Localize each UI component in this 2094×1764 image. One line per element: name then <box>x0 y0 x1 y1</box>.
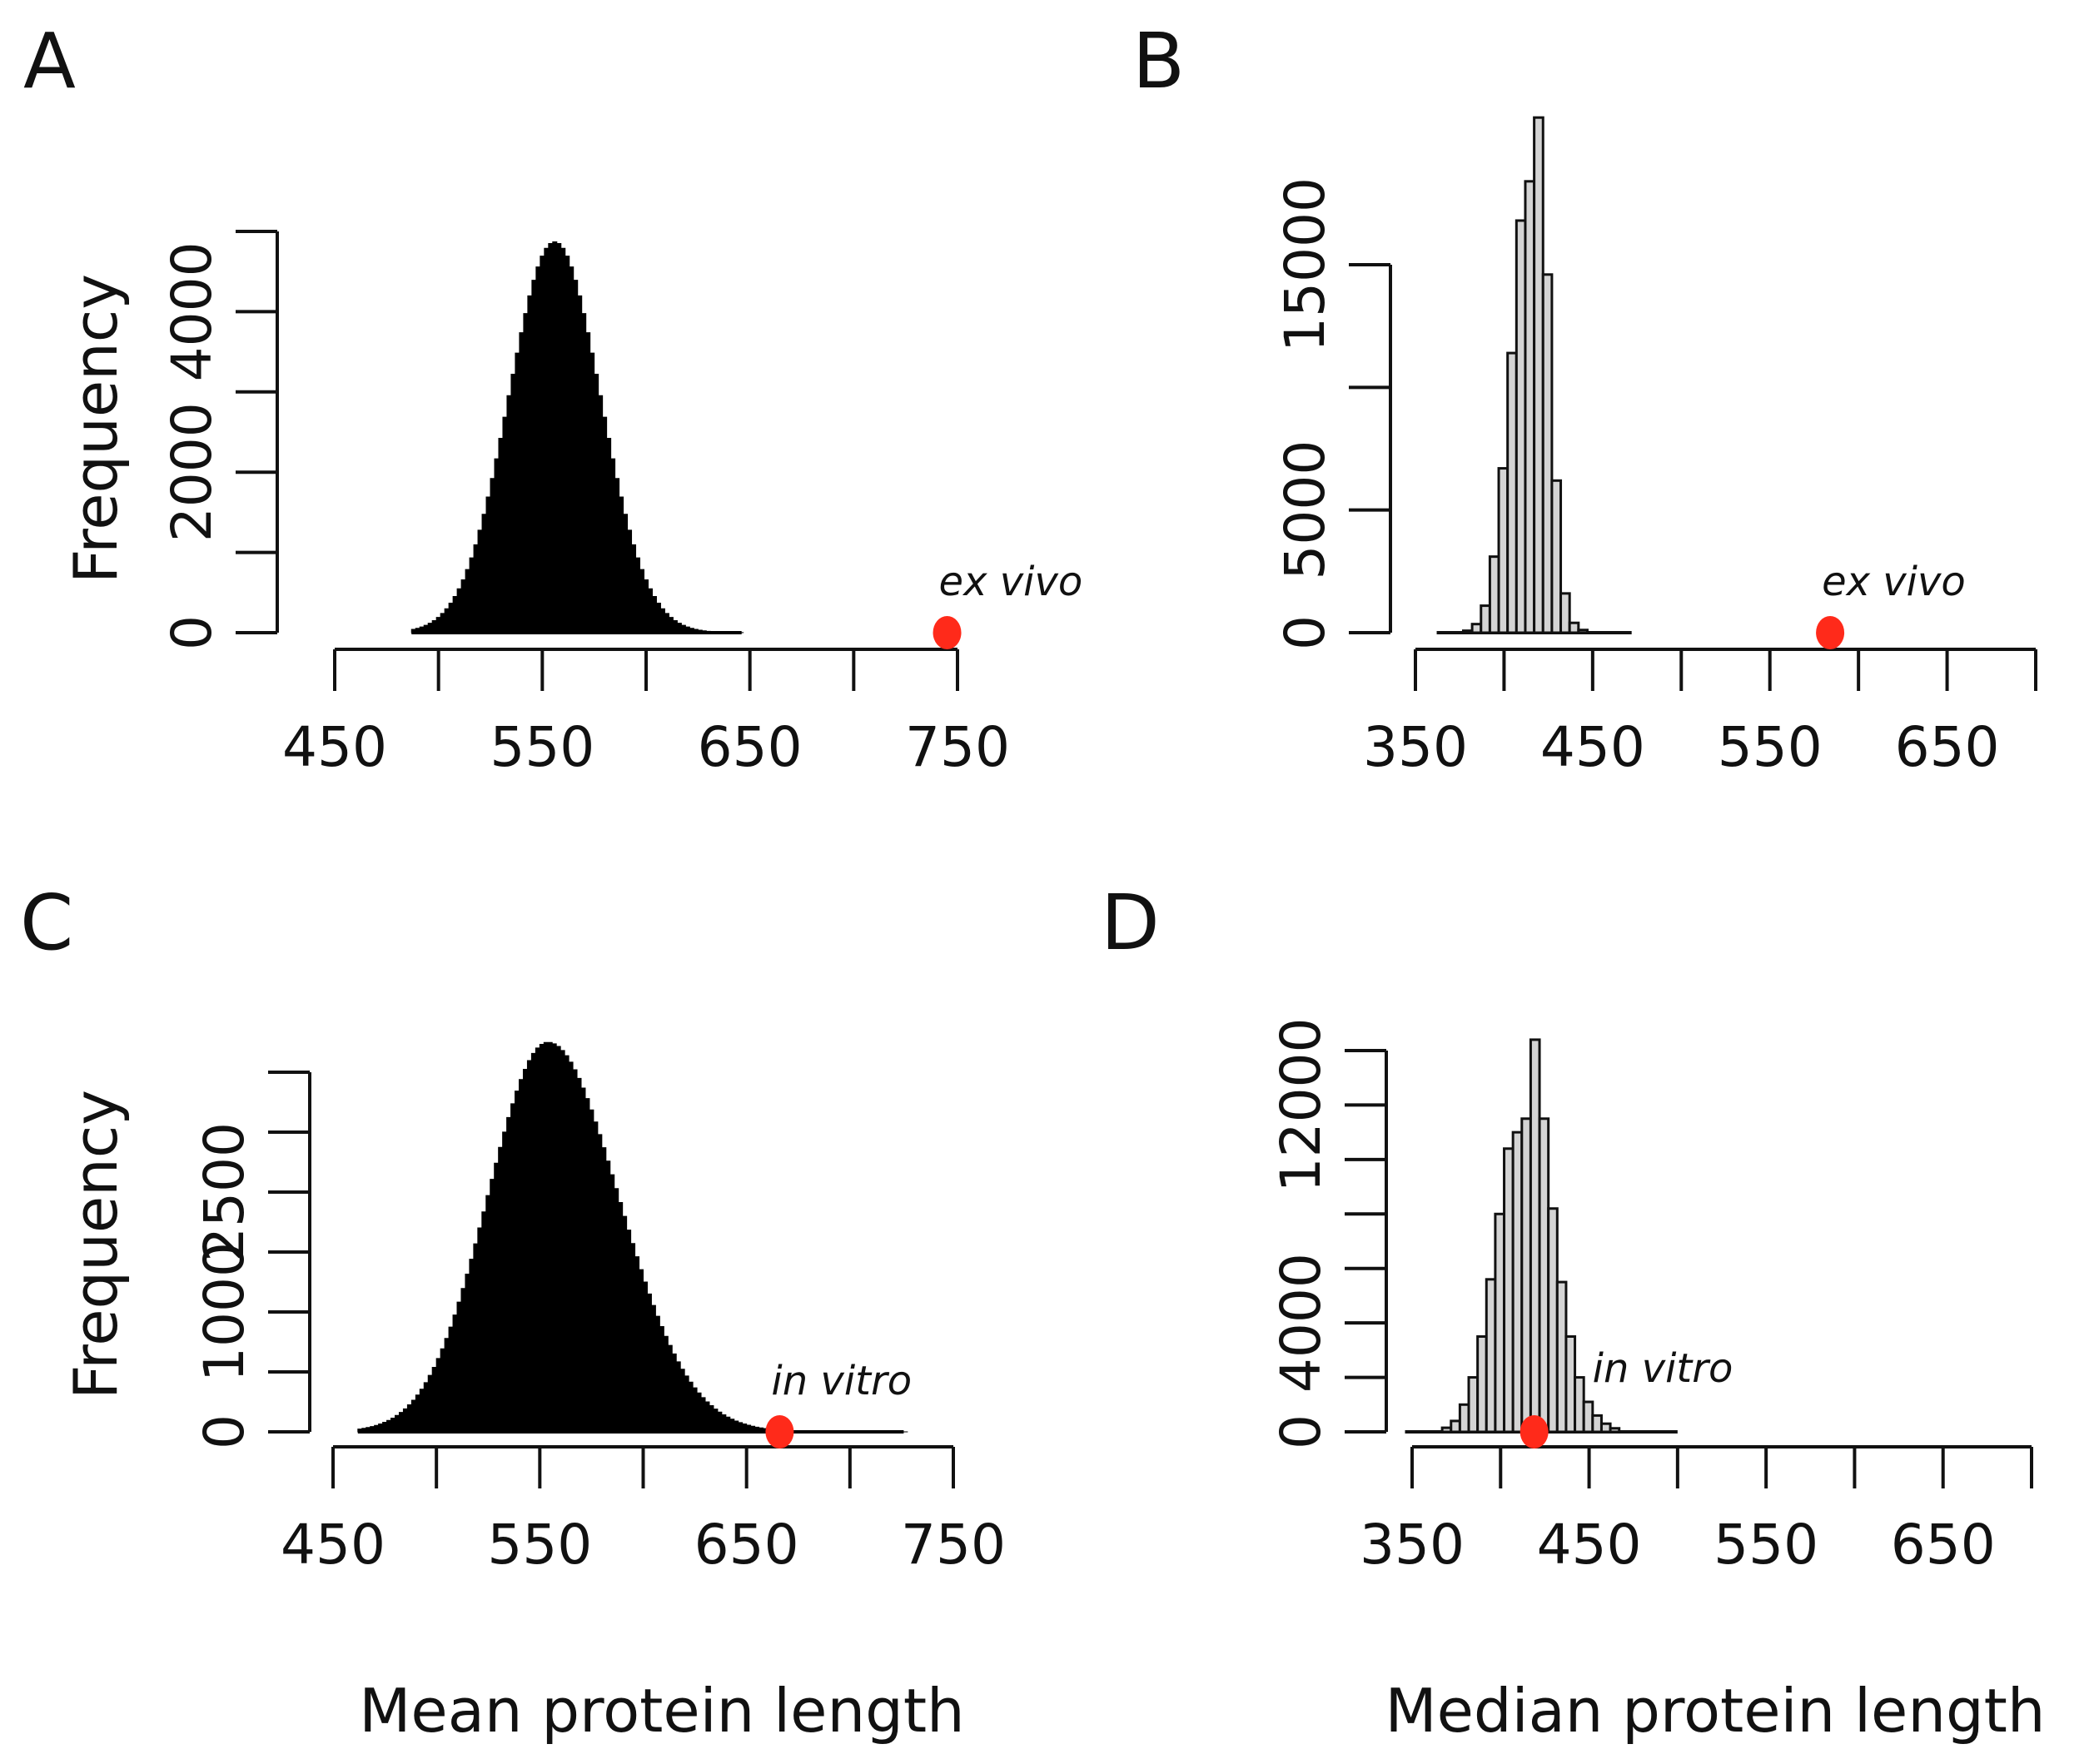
histogram-bar <box>1564 1335 1577 1434</box>
x-tick-label: 550 <box>490 715 594 779</box>
histogram-bar <box>1520 1117 1532 1434</box>
histogram-bar <box>1485 1278 1497 1434</box>
x-tick-label: 750 <box>905 715 1010 779</box>
histogram-bar <box>1599 1422 1612 1434</box>
histogram-bar <box>1470 623 1483 634</box>
histogram-bar <box>1547 1207 1559 1434</box>
x-tick-label: 450 <box>282 715 387 779</box>
y-tick-label: 4000 <box>160 241 224 381</box>
panel-label-a: A <box>23 17 76 106</box>
histogram-bar <box>1480 604 1491 634</box>
histogram-bar <box>1515 219 1527 634</box>
panel-label-d: D <box>1101 878 1160 967</box>
histogram-bar <box>1574 1376 1585 1434</box>
x-tick-label: 650 <box>698 715 803 779</box>
histogram-bar <box>1568 621 1580 634</box>
observed-value-annotation: in vitro <box>771 1358 912 1404</box>
y-tick-label: 1000 <box>192 1242 256 1382</box>
y-tick-label: 12000 <box>1269 1017 1333 1192</box>
x-tick-label: 550 <box>487 1513 592 1577</box>
panel-label-c: C <box>20 878 73 967</box>
x-tick-label: 550 <box>1718 715 1823 779</box>
chart-panel-b: 350 450 550 650 0 5000 15000 ex vivo <box>1273 116 2037 779</box>
y-tick-label: 0 <box>1273 615 1337 650</box>
x-tick-label: 650 <box>1895 715 2000 779</box>
x-tick-label: 650 <box>694 1513 799 1577</box>
x-tick-label: 650 <box>1891 1513 1996 1577</box>
x-tick-label: 350 <box>1363 715 1468 779</box>
histogram-bar <box>1591 1414 1603 1434</box>
y-axis-title-c: Frequency <box>61 1090 131 1399</box>
y-tick-label: 5000 <box>1273 440 1337 580</box>
histogram-bar <box>1550 479 1563 634</box>
y-tick-label: 4000 <box>1269 1253 1333 1393</box>
histogram-bar <box>1440 1426 1453 1434</box>
y-tick-label: 2500 <box>192 1122 256 1262</box>
histogram-bar <box>1582 1400 1594 1434</box>
histogram-bar <box>1541 273 1554 634</box>
panel-label-b: B <box>1132 17 1185 106</box>
observed-value-annotation: in vitro <box>1593 1345 1733 1392</box>
histogram-bar <box>1524 180 1536 634</box>
observed-value-marker <box>765 1415 794 1448</box>
observed-value-annotation: ex vivo <box>939 559 1083 605</box>
y-tick-label: 2000 <box>160 402 224 542</box>
histogram-bar <box>1533 116 1544 634</box>
chart-panel-a: 450 550 650 750 0 2000 4000 ex vivo <box>160 230 1083 779</box>
x-tick-label: 750 <box>901 1513 1006 1577</box>
x-tick-label: 450 <box>1540 715 1645 779</box>
y-axis-title-a: Frequency <box>61 274 131 584</box>
observed-value-marker <box>1520 1415 1549 1448</box>
histogram-bar <box>1467 1376 1480 1434</box>
histogram-area <box>410 241 744 634</box>
x-tick-label: 450 <box>281 1513 385 1577</box>
observed-value-annotation: ex vivo <box>1822 559 1966 605</box>
x-tick-label: 450 <box>1537 1513 1642 1577</box>
histogram-bar <box>1506 351 1518 634</box>
histogram-bar <box>1609 1427 1621 1434</box>
histogram-bar <box>1450 1419 1461 1434</box>
histogram-bar <box>1458 1403 1470 1434</box>
y-tick-label: 0 <box>192 1414 256 1449</box>
histogram-bar <box>1529 1038 1541 1434</box>
x-axis-title-mean: Mean protein length <box>359 1676 964 1746</box>
x-axis-title-median: Median protein length <box>1385 1676 2045 1746</box>
y-tick-label: 15000 <box>1273 177 1337 352</box>
histogram-bar <box>1461 629 1474 634</box>
histogram-bar <box>1497 467 1510 634</box>
chart-panel-d: 350 450 550 650 0 4000 12000 in vitro <box>1269 1017 2033 1577</box>
histogram-bar <box>1577 629 1589 634</box>
histogram-bar <box>1476 1335 1488 1434</box>
histogram-bar <box>1488 555 1500 634</box>
y-tick-label: 0 <box>160 615 224 650</box>
histogram-bar <box>1494 1212 1506 1434</box>
x-tick-label: 350 <box>1360 1513 1465 1577</box>
histogram-bar <box>1511 1130 1524 1434</box>
observed-value-marker <box>933 616 962 649</box>
histogram-bar <box>1503 1147 1515 1434</box>
x-tick-label: 550 <box>1713 1513 1818 1577</box>
histogram-bar <box>1559 592 1571 634</box>
observed-value-marker <box>1816 616 1845 649</box>
y-tick-label: 0 <box>1269 1414 1333 1449</box>
histogram-bar <box>1555 1280 1568 1434</box>
histogram-bar <box>1538 1117 1550 1434</box>
